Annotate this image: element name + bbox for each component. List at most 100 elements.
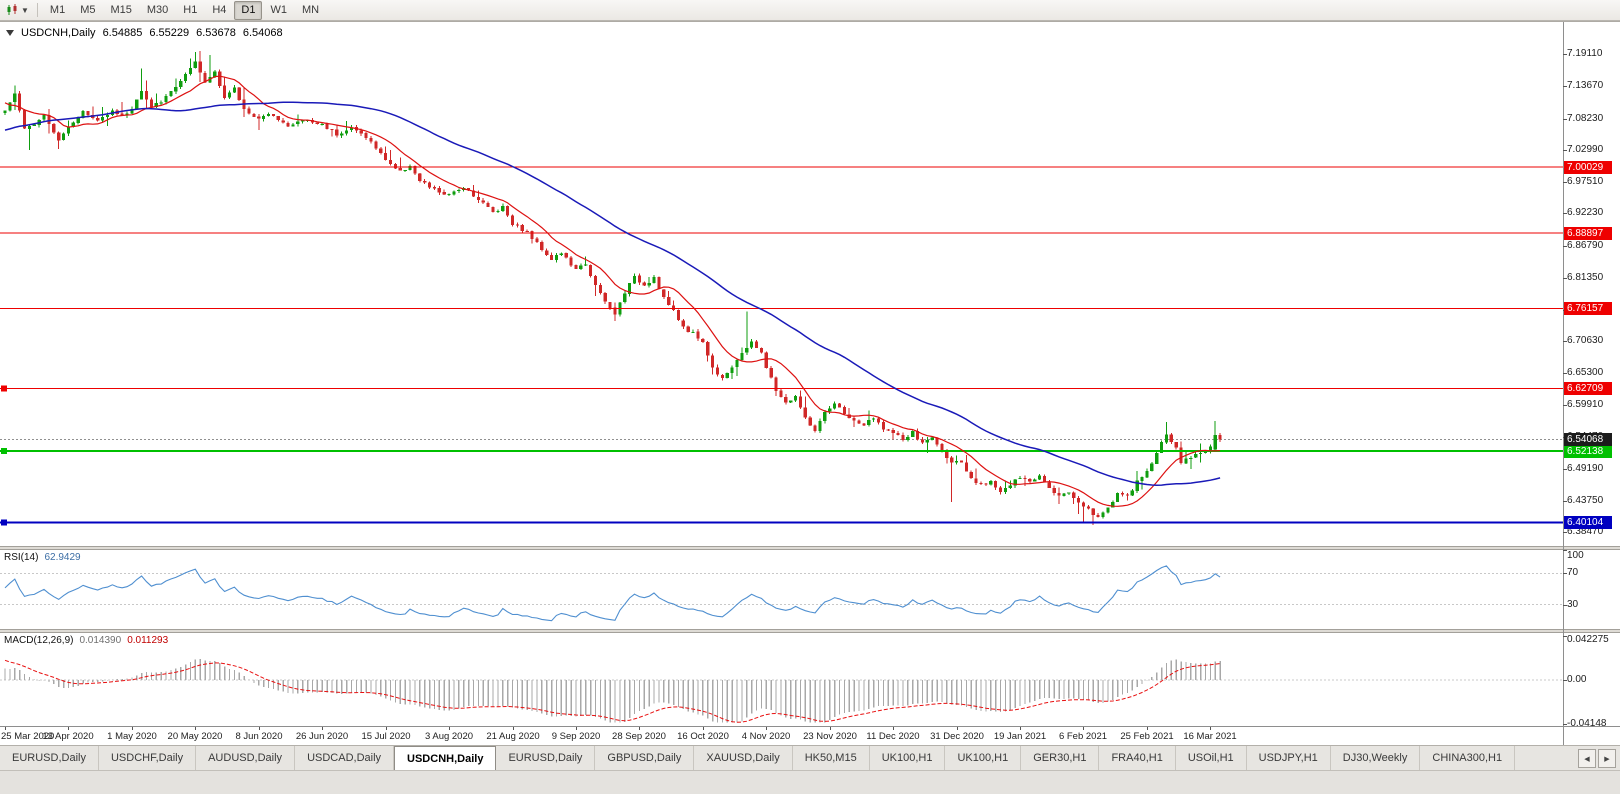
tabs-scroll-right-button[interactable]: ▶ (1598, 749, 1616, 768)
hline-price-label: 6.40104 (1564, 516, 1612, 529)
macd-axis-tick (1563, 680, 1567, 681)
chart-tab-eurusd-daily[interactable]: EURUSD,Daily (496, 746, 596, 770)
price-axis-tick (1563, 405, 1567, 406)
price-axis-label: 7.13670 (1567, 80, 1604, 91)
main-price-chart[interactable] (0, 22, 1620, 546)
date-axis-label: 20 May 2020 (167, 731, 223, 742)
date-axis-label: 19 Jan 2021 (993, 731, 1047, 742)
rsi-panel-divider[interactable] (0, 546, 1620, 550)
price-axis-tick (1563, 213, 1567, 214)
timeframe-button-m15[interactable]: M15 (110, 3, 132, 16)
price-axis-tick (1563, 86, 1567, 87)
rsi-axis-label: 70 (1567, 567, 1579, 578)
macd-panel-divider[interactable] (0, 629, 1620, 633)
date-axis-label: 8 Jun 2020 (235, 731, 283, 742)
chart-tab-uk100-h1[interactable]: UK100,H1 (945, 746, 1022, 770)
timeframe-button-h1[interactable]: H1 (183, 3, 198, 16)
price-axis-tick (1563, 501, 1567, 502)
price-axis-label: 6.59910 (1567, 399, 1604, 410)
timeframe-buttons: M1 M5 M15 M30 H1 H4 D1 W1 MN (43, 0, 327, 20)
price-axis-label: 7.08230 (1567, 113, 1604, 124)
macd-axis-label: 0.042275 (1567, 634, 1609, 645)
rsi-axis-tick (1563, 573, 1567, 574)
chart-tab-hk50-m15[interactable]: HK50,M15 (793, 746, 870, 770)
date-axis-label: 9 Sep 2020 (551, 731, 601, 742)
chart-type-dropdown-caret-icon[interactable]: ▼ (21, 5, 29, 15)
status-bar (0, 770, 1620, 794)
date-axis-tick (1147, 727, 1148, 730)
rsi-panel-chart[interactable] (0, 550, 1620, 629)
date-axis-tick (195, 727, 196, 730)
chart-tab-xauusd-daily[interactable]: XAUUSD,Daily (694, 746, 793, 770)
price-axis-label: 6.70630 (1567, 335, 1604, 346)
one-click-trading-icon[interactable] (6, 30, 14, 36)
date-axis-tick (386, 727, 387, 730)
date-axis-label: 4 Nov 2020 (741, 731, 791, 742)
candlestick-chart-icon[interactable] (4, 3, 20, 18)
ohlc-open-value: 6.54885 (102, 27, 143, 39)
date-axis-tick (576, 727, 577, 730)
price-axis-tick (1563, 150, 1567, 151)
chart-tab-china300-h1[interactable]: CHINA300,H1 (1420, 746, 1516, 770)
date-axis-label: 15 Jul 2020 (361, 731, 411, 742)
macd-signal-value: 0.011293 (127, 635, 169, 646)
price-axis-label: 6.49190 (1567, 463, 1604, 474)
hline-price-label: 6.76157 (1564, 302, 1612, 315)
date-axis-label: 23 Nov 2020 (803, 731, 857, 742)
date-axis-tick (1210, 727, 1211, 730)
date-axis-label: 25 Feb 2021 (1120, 731, 1174, 742)
date-axis-label: 28 Sep 2020 (612, 731, 666, 742)
chart-tab-audusd-daily[interactable]: AUDUSD,Daily (196, 746, 296, 770)
date-axis-tick (5, 727, 6, 730)
chart-tab-gbpusd-daily[interactable]: GBPUSD,Daily (595, 746, 695, 770)
price-axis-tick (1563, 54, 1567, 55)
price-axis-label: 6.38470 (1567, 526, 1604, 537)
macd-panel-chart[interactable] (0, 633, 1620, 726)
macd-axis-tick (1563, 636, 1567, 637)
price-axis-label: 6.43750 (1567, 495, 1604, 506)
hline-price-label: 6.88897 (1564, 227, 1612, 240)
timeframe-button-m30[interactable]: M30 (146, 3, 169, 16)
macd-axis-label: 0.00 (1567, 674, 1587, 685)
price-axis-tick (1563, 119, 1567, 120)
chart-tab-usdcad-daily[interactable]: USDCAD,Daily (295, 746, 395, 770)
tabs-scroll-left-button[interactable]: ◀ (1578, 749, 1596, 768)
timeframe-button-d1[interactable]: D1 (234, 0, 263, 20)
price-axis-tick (1563, 246, 1567, 247)
price-axis-label: 6.65300 (1567, 367, 1604, 378)
chart-tab-dj30-weekly[interactable]: DJ30,Weekly (1331, 746, 1421, 770)
chart-tab-usdcnh-daily[interactable]: USDCNH,Daily (394, 746, 497, 770)
price-axis-tick (1563, 341, 1567, 342)
date-axis-tick (703, 727, 704, 730)
timeframe-button-w1[interactable]: W1 (270, 3, 287, 16)
ohlc-close-value: 6.54068 (242, 27, 283, 39)
timeframe-button-mn[interactable]: MN (301, 3, 320, 16)
macd-indicator-label: MACD(12,26,9) 0.014390 0.011293 (4, 635, 168, 646)
rsi-axis-tick (1563, 550, 1567, 551)
date-axis-tick (259, 727, 260, 730)
timeframe-button-m5[interactable]: M5 (80, 3, 96, 16)
date-axis-tick (449, 727, 450, 730)
timeframe-button-h4[interactable]: H4 (212, 3, 227, 16)
date-axis-label: 25 Mar 2020 (1, 731, 55, 742)
chart-tab-usdchf-daily[interactable]: USDCHF,Daily (99, 746, 197, 770)
price-axis-tick (1563, 278, 1567, 279)
chart-title: USDCNH,Daily 6.54885 6.55229 6.53678 6.5… (6, 27, 283, 39)
chart-tab-usoil-h1[interactable]: USOil,H1 (1176, 746, 1247, 770)
timeframe-button-m1[interactable]: M1 (49, 3, 66, 16)
toolbar: ▼ M1 M5 M15 M30 H1 H4 D1 W1 MN (0, 0, 1620, 21)
chart-tab-ger30-h1[interactable]: GER30,H1 (1021, 746, 1100, 770)
date-axis-label: 31 Dec 2020 (930, 731, 984, 742)
price-axis-tick (1563, 469, 1567, 470)
price-axis-label: 7.02990 (1567, 144, 1604, 155)
rsi-name: RSI(14) (4, 552, 39, 563)
chart-tab-uk100-h1[interactable]: UK100,H1 (870, 746, 946, 770)
chart-tab-eurusd-daily[interactable]: EURUSD,Daily (0, 746, 99, 770)
chart-tab-usdjpy-h1[interactable]: USDJPY,H1 (1247, 746, 1331, 770)
chart-tab-fra40-h1[interactable]: FRA40,H1 (1099, 746, 1176, 770)
ohlc-high-value: 6.55229 (149, 27, 190, 39)
macd-main-value: 0.014390 (79, 635, 122, 646)
date-axis-label: 21 Aug 2020 (486, 731, 540, 742)
date-axis-tick (957, 727, 958, 730)
